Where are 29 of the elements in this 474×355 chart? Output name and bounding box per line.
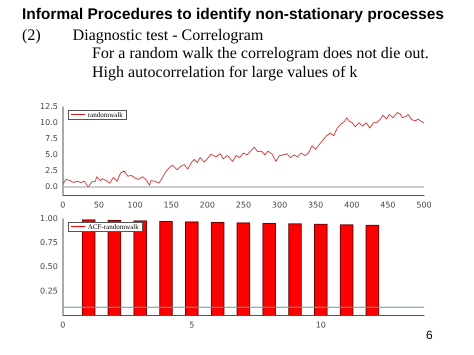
x-tick-label: 250 (236, 200, 252, 210)
x-tick-label: 5 (189, 320, 194, 330)
text: For a random walk the correlogram does not die out. (92, 45, 429, 63)
y-tick-label: 12.5 (40, 102, 58, 111)
y-tick-label: 2.5 (45, 166, 58, 176)
x-tick-label: 300 (272, 200, 288, 210)
y-tick-label: 0.75 (40, 238, 58, 248)
x-tick-label: 200 (200, 200, 215, 210)
x-tick-label: 10 (316, 320, 326, 330)
text: 6 (426, 328, 433, 342)
x-tick-label: 450 (380, 200, 396, 210)
y-tick-label: 5.0 (45, 150, 58, 160)
y-tick-label: 0.50 (40, 262, 58, 272)
x-tick-label: 0 (60, 320, 66, 330)
y-tick-label: 0.0 (45, 182, 58, 192)
y-tick-label: 7.5 (45, 134, 58, 143)
y-tick-label: 10.0 (40, 118, 58, 127)
y-tick-label: 0.25 (40, 286, 58, 296)
chart-subtitle: (2) Diagnostic test - Correlogram (22, 27, 264, 45)
text: High autocorrelation for large values of k (92, 64, 358, 82)
y-tick-label: 1.00 (40, 214, 58, 223)
x-tick-label: 500 (416, 200, 432, 210)
x-tick-label: 100 (127, 200, 143, 210)
x-tick-label: 0 (60, 200, 66, 210)
x-tick-label: 150 (164, 200, 179, 210)
x-tick-label: 400 (344, 200, 360, 210)
x-tick-label: 50 (94, 200, 104, 210)
chart-title: Informal Procedures to identify non-stationary processes (22, 6, 444, 24)
x-tick-label: 350 (308, 200, 324, 210)
